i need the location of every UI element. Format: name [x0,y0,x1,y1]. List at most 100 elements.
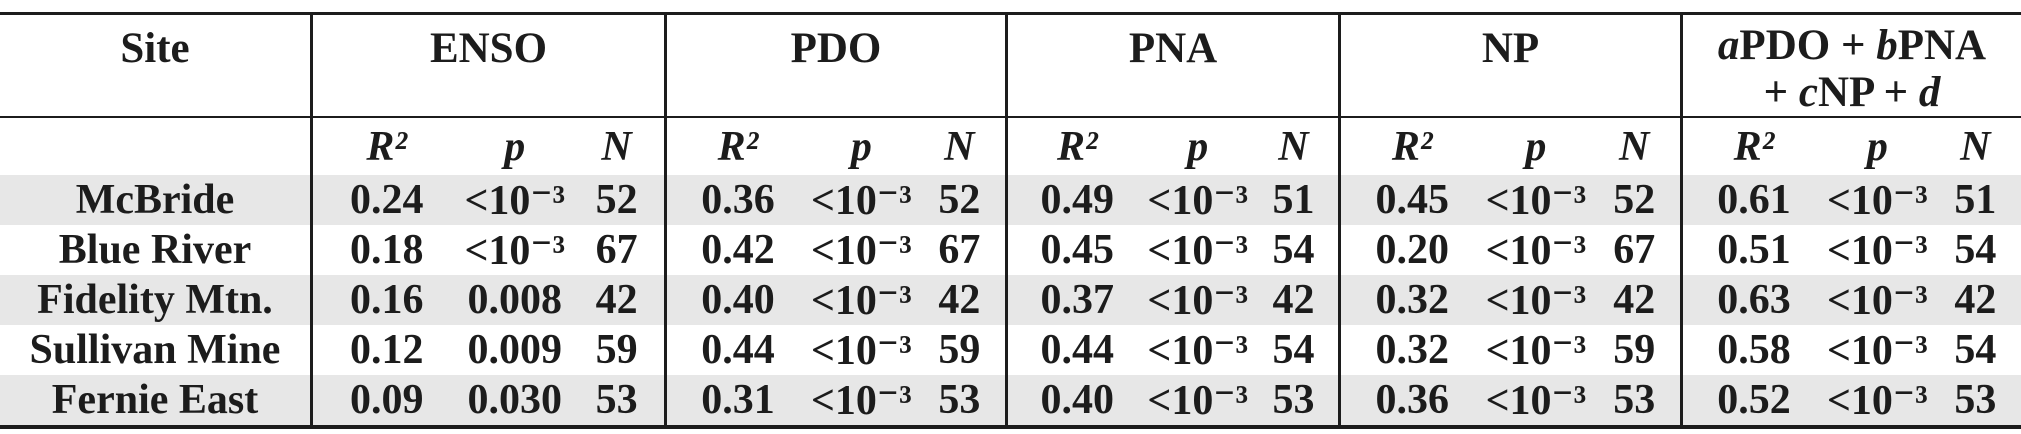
value-n: 59 [1613,327,1656,373]
col-header-pdo: PDO [664,15,1005,116]
value-p: 0.030 [467,377,563,423]
value-r2: 0.52 [1717,377,1791,423]
subheader-site-empty [0,118,310,175]
value-n: 53 [595,377,638,423]
pdo-cells: 0.40 <10⁻³ 42 [664,275,1005,325]
value-n: 52 [938,177,981,223]
value-n: 42 [1613,277,1656,323]
table-row-fidelity-mtn: Fidelity Mtn. 0.16 0.008 42 0.40 <10⁻³ 4… [0,275,2021,325]
value-p: 0.008 [467,277,563,323]
value-r2: 0.20 [1375,227,1449,273]
subheader-p: p [1187,123,1209,170]
value-p: <10⁻³ [810,378,912,424]
value-r2: 0.42 [701,227,775,273]
subheader-r2: R² [1391,123,1433,170]
subheader-n: N [601,123,632,170]
value-n: 53 [938,377,981,423]
enso-cells: 0.16 0.008 42 [310,275,664,325]
enso-cells: 0.24 <10⁻³ 52 [310,175,664,225]
np-cells: 0.32 <10⁻³ 42 [1338,275,1680,325]
model-cells: 0.51 <10⁻³ 54 [1680,225,2021,275]
value-p: <10⁻³ [464,178,566,224]
value-p: 0.009 [467,327,563,373]
value-n: 59 [595,327,638,373]
np-cells: 0.36 <10⁻³ 53 [1338,375,1680,425]
value-n: 53 [1272,377,1315,423]
value-p: <10⁻³ [1485,178,1587,224]
pna-cells: 0.49 <10⁻³ 51 [1005,175,1338,225]
value-r2: 0.37 [1040,277,1115,323]
value-p: <10⁻³ [1485,328,1587,374]
value-r2: 0.49 [1040,177,1115,223]
value-n: 42 [938,277,981,323]
value-p: <10⁻³ [1826,378,1928,424]
pdo-cells: 0.44 <10⁻³ 59 [664,325,1005,375]
page: { "chart_data": { "type": "table", "site… [0,12,2021,434]
value-p: <10⁻³ [1826,328,1928,374]
value-r2: 0.24 [349,177,424,223]
site-cell: Fidelity Mtn. [37,277,273,323]
site-cell: Fernie East [51,377,259,423]
coef-b: b [1876,21,1898,69]
value-n: 67 [1613,227,1656,273]
table-row-sullivan-mine: Sullivan Mine 0.12 0.009 59 0.44 <10⁻³ 5… [0,325,2021,375]
model-cells: 0.58 <10⁻³ 54 [1680,325,2021,375]
value-n: 59 [938,327,981,373]
value-r2: 0.09 [349,377,424,423]
term-plus: + [1763,68,1799,116]
value-p: <10⁻³ [1826,228,1928,274]
np-cells: 0.32 <10⁻³ 59 [1338,325,1680,375]
term-np: NP + [1817,68,1919,116]
results-table: Site ENSO PDO PNA NP aPDO + bPNA + cNP +… [0,12,2021,429]
value-r2: 0.32 [1375,277,1449,323]
value-r2: 0.45 [1040,227,1115,273]
value-n: 53 [1954,377,1997,423]
enso-cells: 0.18 <10⁻³ 67 [310,225,664,275]
term-pna: PNA [1897,21,1987,69]
pdo-cells: 0.42 <10⁻³ 67 [664,225,1005,275]
subheader-r2: R² [366,123,407,170]
np-cells: 0.20 <10⁻³ 67 [1338,225,1680,275]
coef-d: d [1918,68,1941,116]
value-r2: 0.31 [701,377,775,423]
value-r2: 0.16 [349,277,424,323]
site-cell: McBride [75,177,235,223]
coef-a: a [1717,21,1740,69]
pna-header-label: PNA [1128,25,1218,72]
subheader-n: N [1960,123,1991,170]
subheader-group-enso: R² p N [310,118,664,175]
value-p: <10⁻³ [1826,178,1928,224]
site-cell: Sullivan Mine [29,327,281,373]
col-header-site: Site [0,15,310,116]
pna-cells: 0.44 <10⁻³ 54 [1005,325,1338,375]
value-n: 51 [1272,177,1315,223]
enso-header-label: ENSO [429,25,548,72]
value-n: 42 [595,277,638,323]
value-p: <10⁻³ [1485,278,1587,324]
value-n: 51 [1954,177,1997,223]
table-row-blue-river: Blue River 0.18 <10⁻³ 67 0.42 <10⁻³ 67 0… [0,225,2021,275]
subheader-n: N [1278,123,1309,170]
value-p: <10⁻³ [1485,228,1587,274]
value-p: <10⁻³ [1485,378,1587,424]
value-r2: 0.61 [1717,177,1791,223]
value-p: <10⁻³ [810,228,912,274]
header-row: Site ENSO PDO PNA NP aPDO + bPNA + cNP +… [0,15,2021,118]
value-r2: 0.58 [1717,327,1791,373]
value-p: <10⁻³ [1147,328,1249,374]
value-n: 52 [595,177,638,223]
value-n: 54 [1272,327,1315,373]
subheader-group-pna: R² p N [1005,118,1338,175]
value-p: <10⁻³ [810,328,912,374]
value-p: <10⁻³ [1147,228,1249,274]
model-formula-line2: + cNP + d [1764,69,1941,116]
col-header-pna: PNA [1005,15,1338,116]
value-p: <10⁻³ [1147,278,1249,324]
term-pdo: PDO + [1739,21,1877,69]
subheader-p: p [1866,123,1888,170]
subheader-group-model: R² p N [1680,118,2021,175]
pdo-cells: 0.31 <10⁻³ 53 [664,375,1005,425]
value-n: 42 [1954,277,1997,323]
subheader-group-pdo: R² p N [664,118,1005,175]
pna-cells: 0.37 <10⁻³ 42 [1005,275,1338,325]
